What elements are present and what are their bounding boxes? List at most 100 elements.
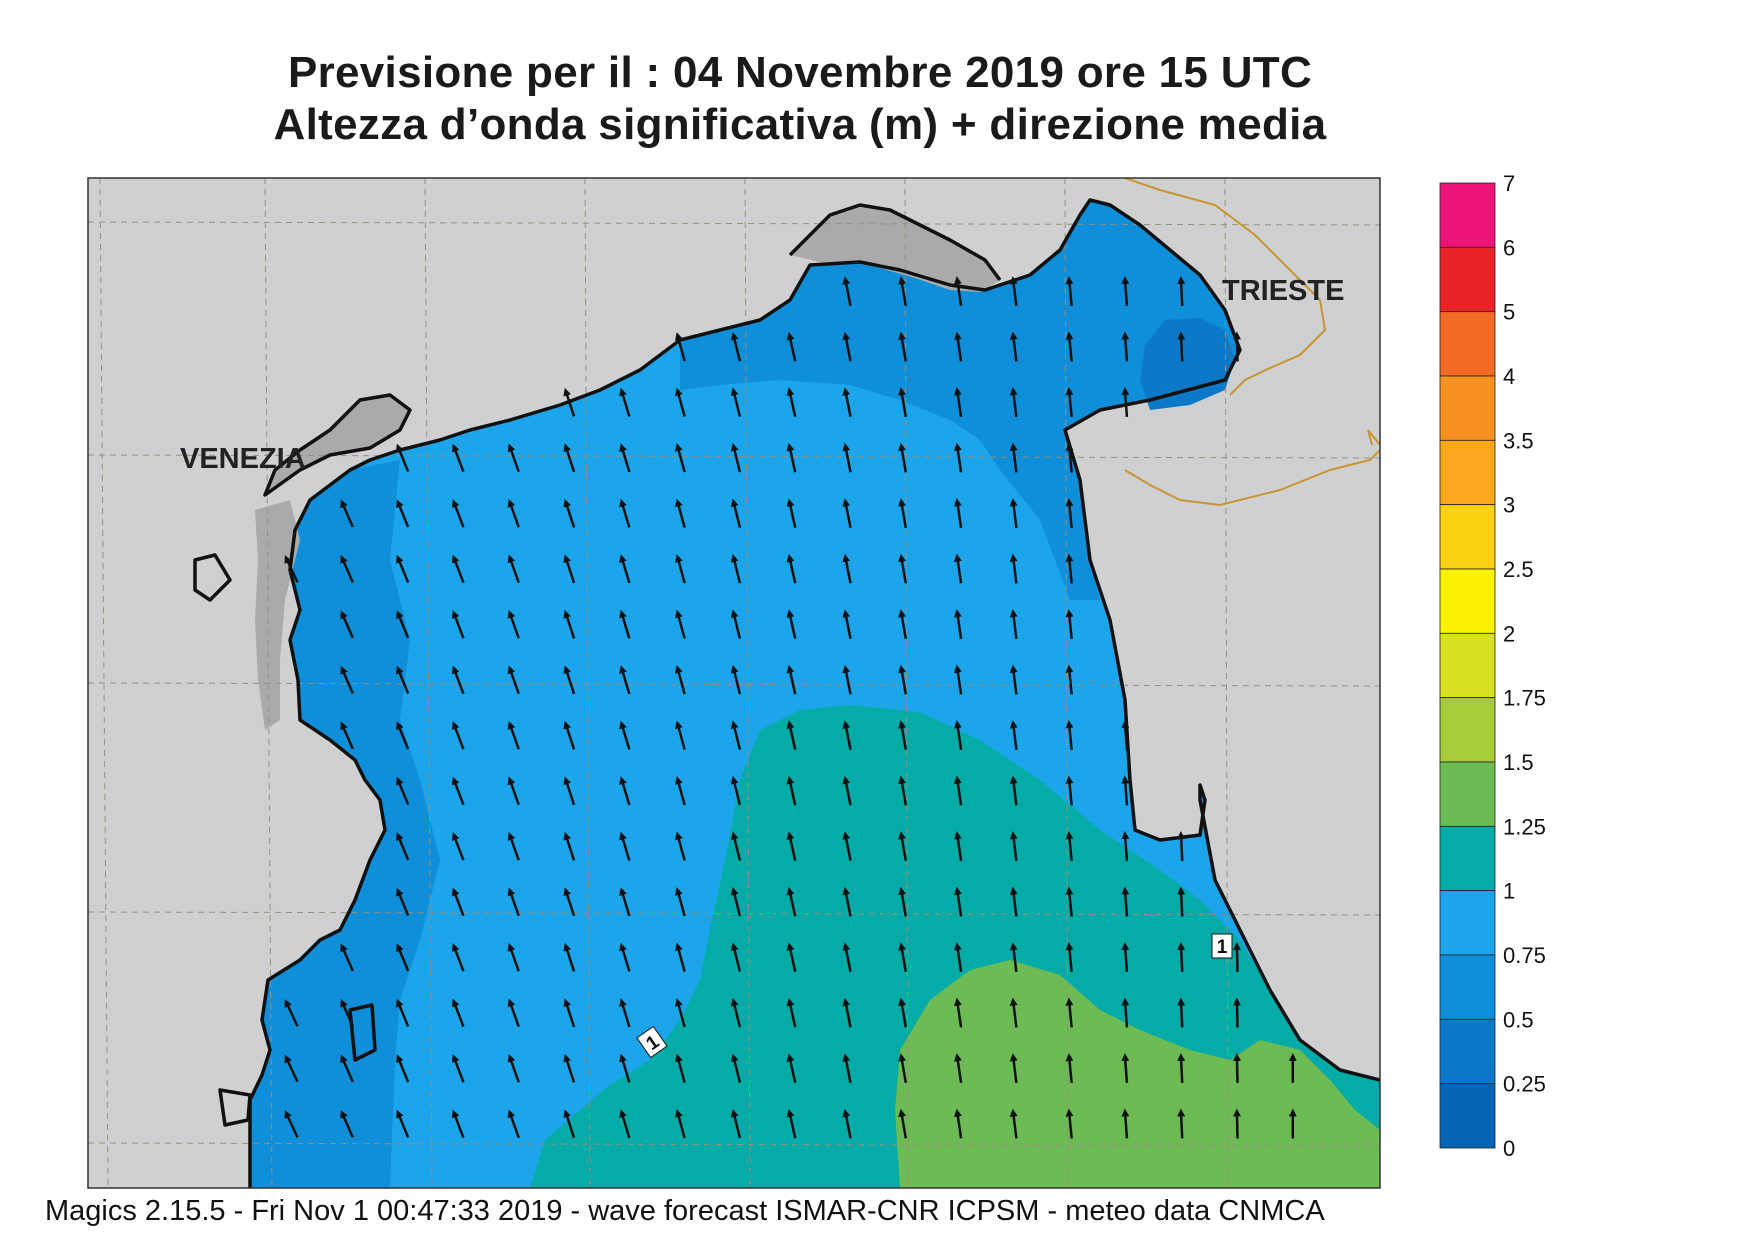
sea-zone-west bbox=[250, 460, 440, 1188]
wave-arrow bbox=[953, 331, 963, 362]
wave-arrow bbox=[1065, 276, 1074, 307]
wave-arrow bbox=[563, 1053, 576, 1083]
wave-arrow bbox=[563, 665, 576, 695]
wave-arrow bbox=[1232, 1053, 1241, 1084]
country-border bbox=[1124, 178, 1380, 507]
wave-arrow bbox=[563, 1109, 576, 1139]
wave-arrow bbox=[1065, 775, 1074, 806]
wave-arrow bbox=[396, 998, 410, 1028]
legend-label: 0.25 bbox=[1503, 1072, 1546, 1097]
wave-arrow bbox=[1121, 331, 1130, 362]
wave-arrow bbox=[1065, 1108, 1074, 1139]
legend-swatch bbox=[1439, 375, 1496, 441]
wave-arrow bbox=[898, 553, 908, 584]
wave-arrow bbox=[1009, 498, 1018, 529]
wave-arrow bbox=[674, 332, 686, 362]
wave-arrow bbox=[1121, 886, 1130, 917]
wave-arrow bbox=[953, 442, 963, 473]
wave-arrow bbox=[1121, 1108, 1130, 1139]
wave-arrow bbox=[674, 720, 686, 750]
wave-arrow bbox=[563, 609, 576, 639]
wave-arrow bbox=[1177, 276, 1186, 307]
legend-swatch bbox=[1439, 761, 1496, 827]
wave-arrow bbox=[898, 609, 908, 640]
wave-arrow bbox=[507, 720, 520, 750]
wave-arrow bbox=[1177, 831, 1186, 862]
wave-arrow bbox=[730, 498, 742, 528]
wave-arrow bbox=[1121, 997, 1130, 1028]
wave-arrow bbox=[284, 1110, 299, 1138]
wave-arrow bbox=[898, 442, 908, 473]
wave-arrow bbox=[898, 387, 908, 418]
wave-arrow bbox=[563, 887, 576, 917]
wave-arrow bbox=[953, 997, 963, 1028]
map-plot-area bbox=[88, 178, 1380, 1188]
legend-swatch bbox=[1439, 632, 1496, 699]
wave-arrow bbox=[507, 998, 520, 1028]
wave-arrow bbox=[786, 886, 797, 917]
wave-arrow bbox=[730, 664, 742, 695]
wave-arrow bbox=[396, 887, 410, 917]
wave-arrow bbox=[451, 1109, 465, 1139]
graticule bbox=[88, 178, 1380, 1188]
wave-arrow bbox=[451, 665, 465, 695]
wave-arrow bbox=[507, 942, 520, 972]
wave-arrow bbox=[1177, 1108, 1186, 1139]
legend-swatch bbox=[1439, 504, 1496, 570]
wave-arrow bbox=[898, 720, 908, 751]
legend-label: 6 bbox=[1503, 235, 1515, 260]
wave-arrow bbox=[1121, 831, 1130, 862]
wave-arrow bbox=[1065, 442, 1074, 473]
wave-arrow bbox=[786, 997, 797, 1028]
wave-arrow bbox=[730, 442, 742, 473]
wave-arrow bbox=[730, 886, 742, 917]
wave-arrow bbox=[1232, 1108, 1241, 1139]
coastline bbox=[248, 198, 1380, 1188]
legend-swatch bbox=[1439, 890, 1496, 956]
wave-arrow bbox=[619, 443, 631, 473]
wave-arrow bbox=[730, 1053, 742, 1083]
wave-arrow bbox=[1009, 1108, 1018, 1139]
wave-arrow bbox=[396, 721, 410, 750]
wave-arrow bbox=[619, 498, 631, 528]
wave-arrow bbox=[1121, 276, 1130, 307]
wave-arrow bbox=[674, 554, 686, 584]
wave-arrow bbox=[953, 1108, 963, 1139]
wave-arrow bbox=[842, 331, 852, 362]
title-wave-height: Altezza d’onda significativa (m) + direz… bbox=[273, 100, 1327, 149]
map-frame bbox=[87, 177, 1381, 1189]
legend-label: 0.5 bbox=[1503, 1007, 1534, 1032]
legend-label: 0.75 bbox=[1503, 943, 1546, 968]
wave-arrow bbox=[786, 1053, 797, 1083]
wave-arrow bbox=[953, 664, 963, 695]
wave-arrow bbox=[1177, 1053, 1186, 1084]
wave-arrow bbox=[619, 387, 631, 417]
wave-arrow bbox=[898, 997, 908, 1028]
wave-arrow bbox=[507, 609, 520, 639]
wave-arrow bbox=[730, 387, 742, 417]
legend-swatch bbox=[1439, 182, 1496, 248]
legend-swatch bbox=[1439, 439, 1496, 506]
wave-arrow bbox=[396, 554, 410, 584]
wave-arrow bbox=[396, 776, 410, 806]
legend-label: 1.25 bbox=[1503, 814, 1546, 839]
wave-arrow bbox=[396, 832, 410, 861]
wave-arrow bbox=[563, 554, 576, 584]
wave-arrow bbox=[786, 387, 797, 417]
wave-arrow bbox=[674, 998, 686, 1028]
wave-arrow bbox=[340, 665, 354, 694]
wave-arrow bbox=[1065, 720, 1074, 751]
wave-arrow bbox=[1009, 831, 1018, 862]
wave-arrow bbox=[563, 498, 576, 528]
wave-arrow bbox=[619, 998, 631, 1028]
wave-arrow bbox=[1009, 775, 1018, 806]
wave-arrow bbox=[953, 942, 963, 973]
wave-arrow bbox=[842, 276, 852, 306]
wave-arrow bbox=[1121, 387, 1130, 418]
wave-arrow bbox=[507, 443, 520, 473]
wave-arrow bbox=[674, 942, 686, 972]
legend-label: 4 bbox=[1503, 364, 1515, 389]
wave-arrow bbox=[786, 553, 797, 584]
wave-arrow bbox=[842, 442, 852, 473]
wave-arrow bbox=[674, 831, 686, 861]
